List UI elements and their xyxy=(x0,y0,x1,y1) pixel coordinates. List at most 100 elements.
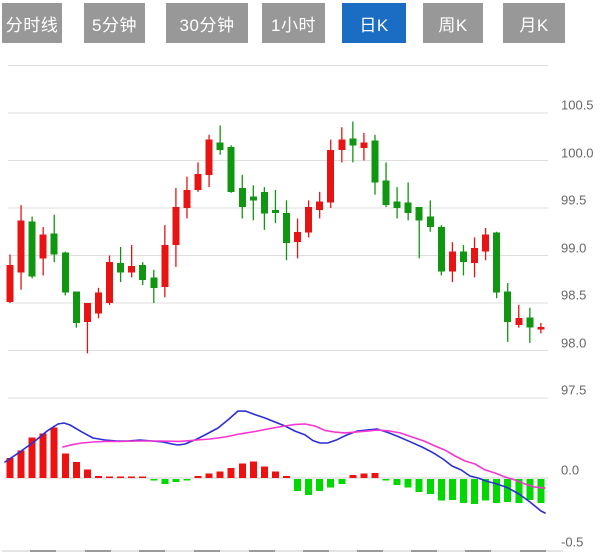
macd-bar xyxy=(371,472,379,478)
macd-bar xyxy=(437,479,445,501)
price-axis-label: 97.5 xyxy=(561,382,587,398)
candle xyxy=(448,242,456,283)
candle xyxy=(327,139,335,208)
candle xyxy=(183,176,191,219)
candle xyxy=(6,254,14,303)
macd-bar xyxy=(249,461,257,478)
macd-axis-label: -0.5 xyxy=(561,534,584,550)
candle xyxy=(415,207,423,259)
tab-1[interactable]: 分时线 xyxy=(2,3,62,43)
macd-bar xyxy=(448,479,456,500)
candle xyxy=(249,185,257,221)
candle xyxy=(117,246,125,283)
candle xyxy=(194,162,202,192)
macd-bar xyxy=(238,463,246,478)
macd-bar xyxy=(360,473,368,478)
macd-bar xyxy=(459,479,467,503)
candle xyxy=(459,245,467,276)
candle xyxy=(316,191,324,219)
candle xyxy=(393,187,401,219)
candle xyxy=(227,145,235,193)
candle xyxy=(338,127,346,163)
price-gridlines xyxy=(8,65,548,399)
candlestick-layer xyxy=(6,121,545,354)
macd-bar xyxy=(83,469,91,478)
macd-bar xyxy=(172,479,180,482)
interval-tabbar: 分时线 5分钟 30分钟 1小时 日K 周K 月K xyxy=(0,0,610,46)
candle xyxy=(360,132,368,161)
candle xyxy=(128,245,136,278)
candle xyxy=(294,218,302,259)
macd-bar xyxy=(28,437,36,478)
macd-bar xyxy=(515,479,523,503)
macd-bar xyxy=(382,479,390,481)
macd-bar xyxy=(72,462,80,478)
candle xyxy=(139,262,147,285)
macd-bar xyxy=(393,479,401,485)
price-axis-label: 99.5 xyxy=(561,192,587,208)
candle xyxy=(94,287,102,319)
tab-7[interactable]: 月K xyxy=(503,3,565,43)
candle xyxy=(161,225,169,298)
candle xyxy=(515,304,523,328)
dea-line xyxy=(62,423,546,489)
candle xyxy=(17,205,25,290)
candle xyxy=(493,231,501,299)
price-axis-label: 98.0 xyxy=(561,335,587,350)
macd-bar xyxy=(426,479,434,495)
candle xyxy=(382,162,390,208)
macd-bar xyxy=(139,476,147,478)
tab-2[interactable]: 5分钟 xyxy=(84,3,145,43)
candle xyxy=(106,255,114,305)
macd-bar xyxy=(94,475,102,478)
macd-bar xyxy=(316,479,324,492)
macd-bar xyxy=(17,450,25,478)
tab-4[interactable]: 1小时 xyxy=(262,3,325,43)
candle xyxy=(537,322,545,334)
candle xyxy=(426,200,434,232)
candle xyxy=(83,303,91,354)
macd-bar xyxy=(194,475,202,478)
candle xyxy=(172,188,180,267)
price-axis-label: 98.5 xyxy=(561,287,587,303)
macd-bar xyxy=(128,476,136,478)
candle xyxy=(61,251,69,296)
candle xyxy=(283,200,290,261)
macd-bar xyxy=(305,479,313,495)
macd-bar xyxy=(260,466,268,478)
tab-3[interactable]: 30分钟 xyxy=(166,3,248,43)
candle xyxy=(260,187,268,230)
candle xyxy=(72,291,80,328)
macd-bar xyxy=(526,479,534,500)
tab-6[interactable]: 周K xyxy=(423,3,483,43)
macd-bar xyxy=(271,471,279,478)
macd-bar xyxy=(216,471,224,478)
macd-bar xyxy=(294,479,302,492)
macd-histogram-layer xyxy=(6,427,545,505)
macd-bar xyxy=(338,479,346,485)
candle xyxy=(271,189,279,224)
macd-axis-lines xyxy=(2,477,563,552)
macd-bar xyxy=(205,473,213,478)
tab-5-active[interactable]: 日K xyxy=(342,3,406,43)
candle xyxy=(150,269,158,303)
macd-bar xyxy=(404,479,412,488)
macd-bar xyxy=(415,479,423,492)
candle xyxy=(482,227,490,261)
macd-bar xyxy=(6,457,14,478)
candle xyxy=(238,174,246,219)
macd-bar xyxy=(50,427,58,478)
candle xyxy=(349,121,357,163)
candle xyxy=(526,307,534,343)
macd-bar xyxy=(327,479,335,488)
macd-bar xyxy=(106,476,114,478)
candle xyxy=(39,227,47,276)
macd-bar xyxy=(227,467,235,478)
macd-bar xyxy=(471,479,479,505)
macd-bar xyxy=(504,479,512,503)
macd-bar xyxy=(482,479,490,501)
price-axis-label: 99.0 xyxy=(561,240,587,255)
candle xyxy=(371,134,379,195)
